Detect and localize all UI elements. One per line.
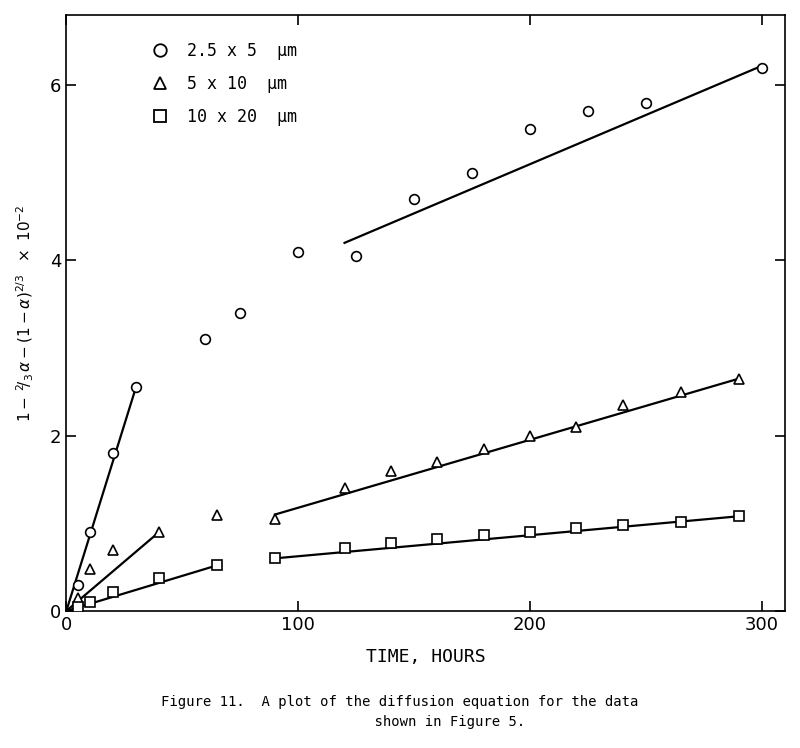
Text: Figure 11.  A plot of the diffusion equation for the data
            shown in F: Figure 11. A plot of the diffusion equat… xyxy=(162,695,638,729)
Y-axis label: $1 - \,^2\!/_3\,\alpha - (1-\alpha)^{2/3}\ \ \times\ 10^{-2}$: $1 - \,^2\!/_3\,\alpha - (1-\alpha)^{2/3… xyxy=(15,204,36,422)
Legend: 2.5 x 5  μm, 5 x 10  μm, 10 x 20  μm: 2.5 x 5 μm, 5 x 10 μm, 10 x 20 μm xyxy=(146,35,303,132)
X-axis label: TIME, HOURS: TIME, HOURS xyxy=(366,648,486,666)
